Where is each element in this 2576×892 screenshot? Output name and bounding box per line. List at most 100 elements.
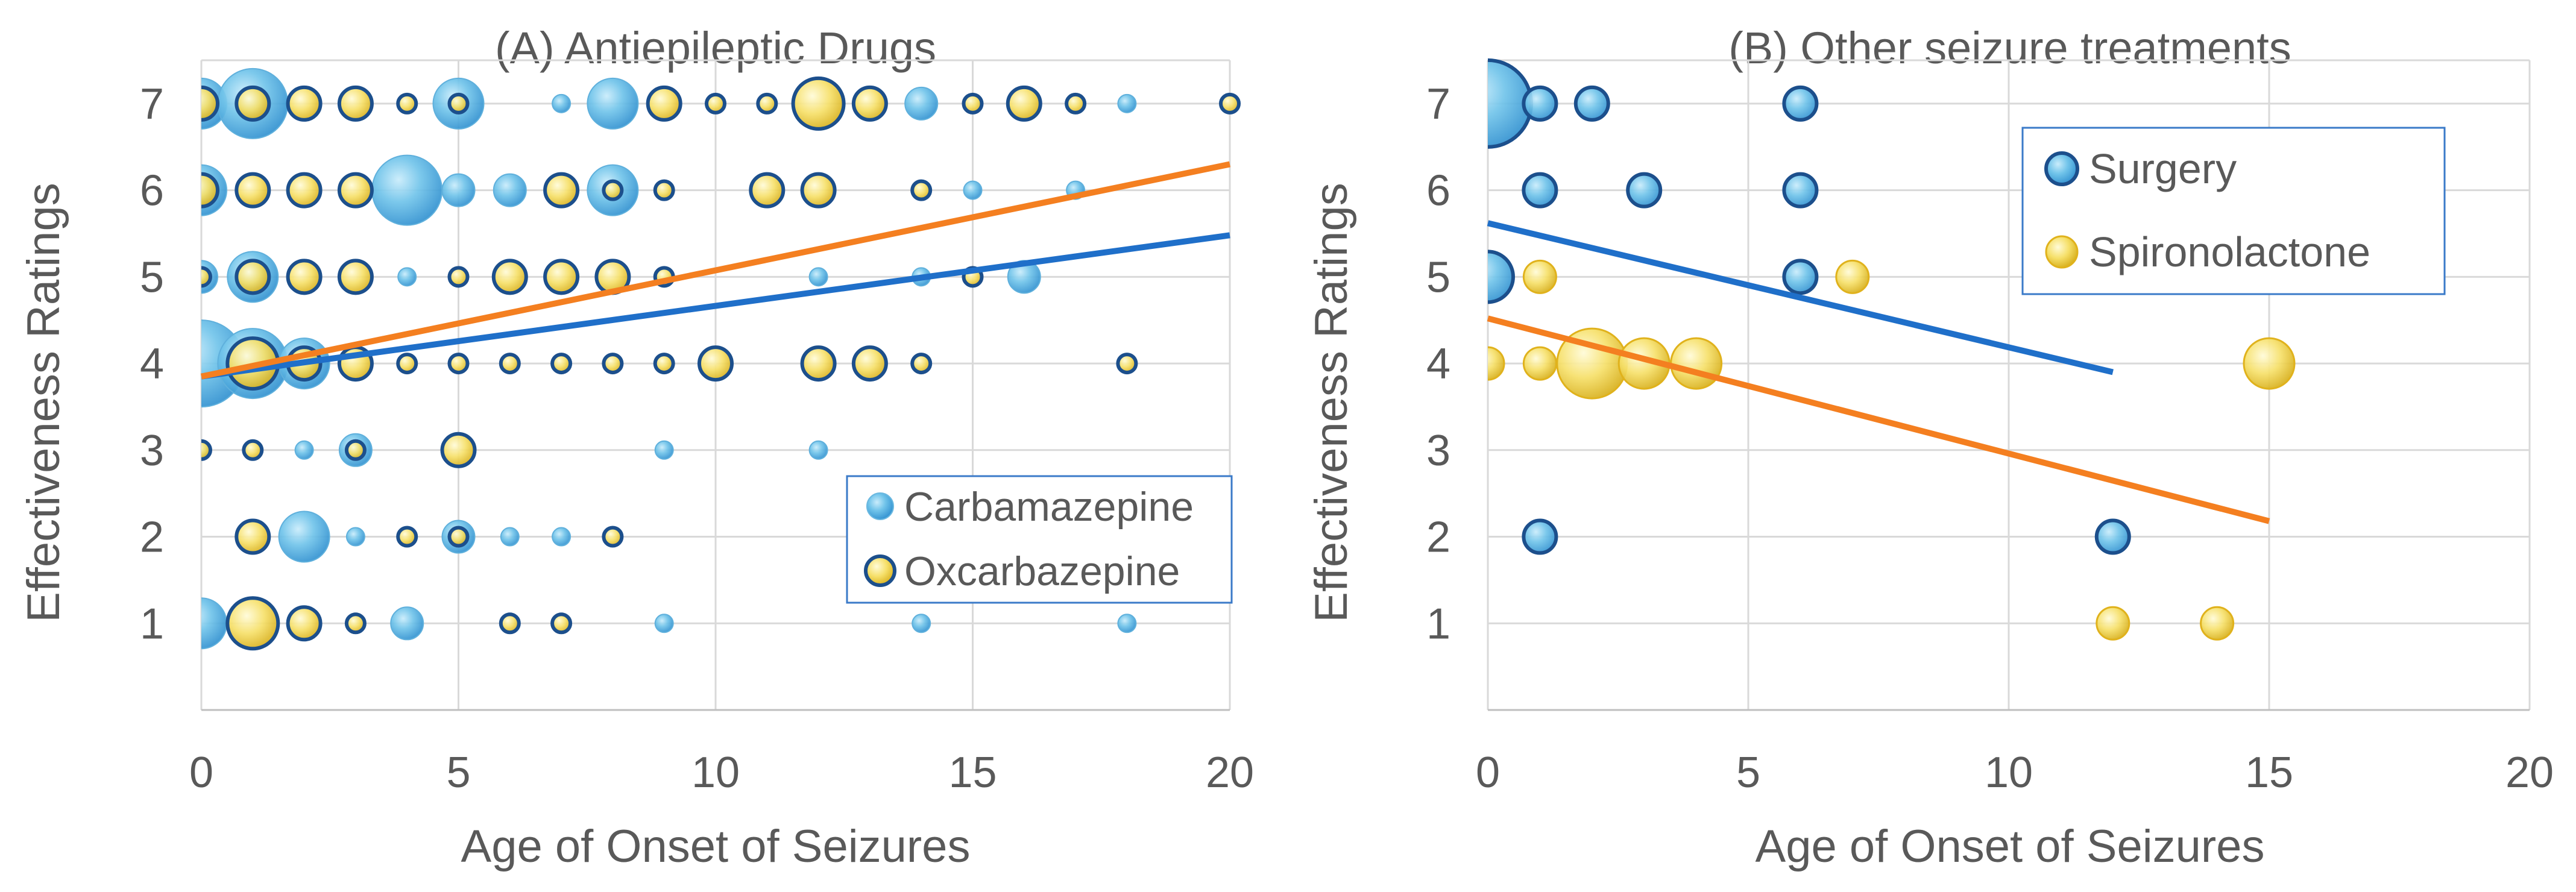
- bubble-spironolactone: [1522, 259, 1557, 294]
- y-tick-label: 2: [1426, 514, 1450, 562]
- bubble-carbamazepine: [963, 180, 983, 200]
- bubble-surgery: [1488, 58, 1533, 149]
- y-tick-label: 5: [1426, 253, 1450, 301]
- bubble-surgery: [1782, 172, 1819, 209]
- x-axis-label: Age of Onset of Seizures: [461, 821, 971, 872]
- bubble-carbamazepine: [371, 154, 443, 226]
- bubble-oxcarbazepine: [646, 85, 682, 122]
- bubble-oxcarbazepine: [800, 345, 837, 382]
- bubble-oxcarbazepine: [344, 439, 367, 461]
- legend-marker-spironolactone: [2045, 235, 2079, 269]
- legend-item-oxcarbazepine: Oxcarbazepine: [864, 548, 1180, 594]
- bubble-oxcarbazepine: [698, 345, 734, 382]
- bubble-oxcarbazepine: [1116, 353, 1138, 375]
- bubble-spironolactone: [1670, 337, 1723, 390]
- x-tick-label: 15: [948, 749, 997, 797]
- y-tick-label: 7: [1426, 80, 1450, 128]
- chart-title: (B) Other seizure treatments: [1728, 23, 2291, 73]
- bubble-oxcarbazepine: [756, 92, 778, 115]
- bubble-oxcarbazepine: [1219, 92, 1241, 115]
- bubble-spironolactone: [1488, 346, 1505, 381]
- bubble-carbamazepine: [1117, 614, 1137, 633]
- bubble-oxcarbazepine: [235, 259, 271, 295]
- bubble-oxcarbazepine: [1006, 85, 1042, 122]
- bubble-surgery: [1782, 259, 1819, 295]
- x-tick-label: 5: [1736, 749, 1760, 797]
- bubble-oxcarbazepine: [791, 76, 846, 131]
- bubble-oxcarbazepine: [910, 353, 933, 375]
- bubble-oxcarbazepine: [602, 353, 624, 375]
- bubble-spironolactone: [2243, 337, 2296, 390]
- bubble-oxcarbazepine: [499, 612, 521, 635]
- panel-b: (B) Other seizure treatments 0 5 10 15 20 1 2 3…: [1306, 23, 2554, 872]
- bubble-oxcarbazepine: [447, 353, 470, 375]
- bubble-carbamazepine: [808, 440, 828, 460]
- legend-label-spironolactone: Spironolactone: [2089, 228, 2370, 275]
- bubble-oxcarbazepine: [447, 92, 470, 115]
- x-tick-label: 0: [1476, 749, 1500, 797]
- legend-item-carbamazepine: Carbamazepine: [866, 484, 1194, 530]
- bubble-oxcarbazepine: [201, 439, 212, 461]
- bubble-oxcarbazepine: [653, 353, 675, 375]
- bubble-carbamazepine: [587, 77, 639, 130]
- x-tick-label: 10: [691, 749, 740, 797]
- bubble-carbamazepine: [912, 614, 931, 633]
- bubble-oxcarbazepine: [201, 266, 212, 288]
- bubble-oxcarbazepine: [602, 179, 624, 201]
- legend: Carbamazepine Oxcarbazepine: [846, 475, 1233, 604]
- bubble-oxcarbazepine: [447, 266, 470, 288]
- bubble-oxcarbazepine: [910, 179, 933, 201]
- bubble-oxcarbazepine: [344, 612, 367, 635]
- bubble-oxcarbazepine: [543, 259, 580, 295]
- bubble-carbamazepine: [808, 267, 828, 287]
- bubble-carbamazepine: [654, 614, 674, 633]
- y-axis-label: Effectiveness Ratings: [18, 183, 69, 622]
- legend-marker-carbamazepine: [866, 492, 894, 520]
- bubble-surgery: [2094, 518, 2131, 555]
- legend-item-spironolactone: Spironolactone: [2045, 228, 2370, 275]
- y-tick-label: 6: [1426, 167, 1450, 215]
- y-tick-label: 1: [140, 600, 164, 648]
- bubble-carbamazepine: [201, 597, 227, 650]
- bubble-spironolactone: [1522, 346, 1557, 381]
- x-tick-label: 20: [2505, 749, 2554, 797]
- bubble-oxcarbazepine: [800, 172, 837, 209]
- bubble-oxcarbazepine: [286, 172, 323, 209]
- bubble-carbamazepine: [397, 267, 417, 287]
- bubbles: [1488, 58, 2296, 641]
- trendline-surgery: [1487, 220, 2114, 375]
- x-tick-label: 20: [1206, 749, 1254, 797]
- legend: Surgery Spironolactone: [2021, 127, 2446, 295]
- legend-label-surgery: Surgery: [2089, 145, 2237, 192]
- bubble-oxcarbazepine: [499, 353, 521, 375]
- trendline-oxcarbazepine: [200, 161, 1231, 380]
- bubble-oxcarbazepine: [543, 172, 580, 209]
- bubble-surgery: [1626, 172, 1663, 209]
- y-tick-label: 7: [140, 80, 164, 128]
- bubble-oxcarbazepine: [286, 605, 323, 642]
- legend-marker-oxcarbazepine: [864, 554, 896, 587]
- y-tick-label: 3: [140, 427, 164, 475]
- x-tick-label: 15: [2245, 749, 2293, 797]
- bubble-spironolactone: [2096, 606, 2130, 641]
- legend-item-surgery: Surgery: [2044, 145, 2237, 192]
- y-tick-label: 3: [1426, 427, 1450, 475]
- bubble-oxcarbazepine: [235, 518, 271, 555]
- bubble-oxcarbazepine: [550, 612, 573, 635]
- bubble-oxcarbazepine: [396, 526, 418, 548]
- bubble-spironolactone: [1835, 259, 1870, 294]
- trendline-carbamazepine: [201, 232, 1230, 380]
- bubble-oxcarbazepine: [851, 345, 888, 382]
- bubble-oxcarbazepine: [440, 432, 477, 468]
- x-axis-label: Age of Onset of Seizures: [1756, 821, 2265, 872]
- bubble-carbamazepine: [278, 510, 330, 563]
- y-tick-label: 5: [140, 253, 164, 301]
- bubble-surgery: [1573, 85, 1610, 122]
- bubble-oxcarbazepine: [201, 172, 219, 209]
- bubble-oxcarbazepine: [235, 85, 271, 122]
- bubble-oxcarbazepine: [491, 259, 528, 295]
- bubble-oxcarbazepine: [602, 526, 624, 548]
- bubble-surgery: [1782, 85, 1819, 122]
- bubble-oxcarbazepine: [1065, 92, 1087, 115]
- bubble-oxcarbazepine: [396, 92, 418, 115]
